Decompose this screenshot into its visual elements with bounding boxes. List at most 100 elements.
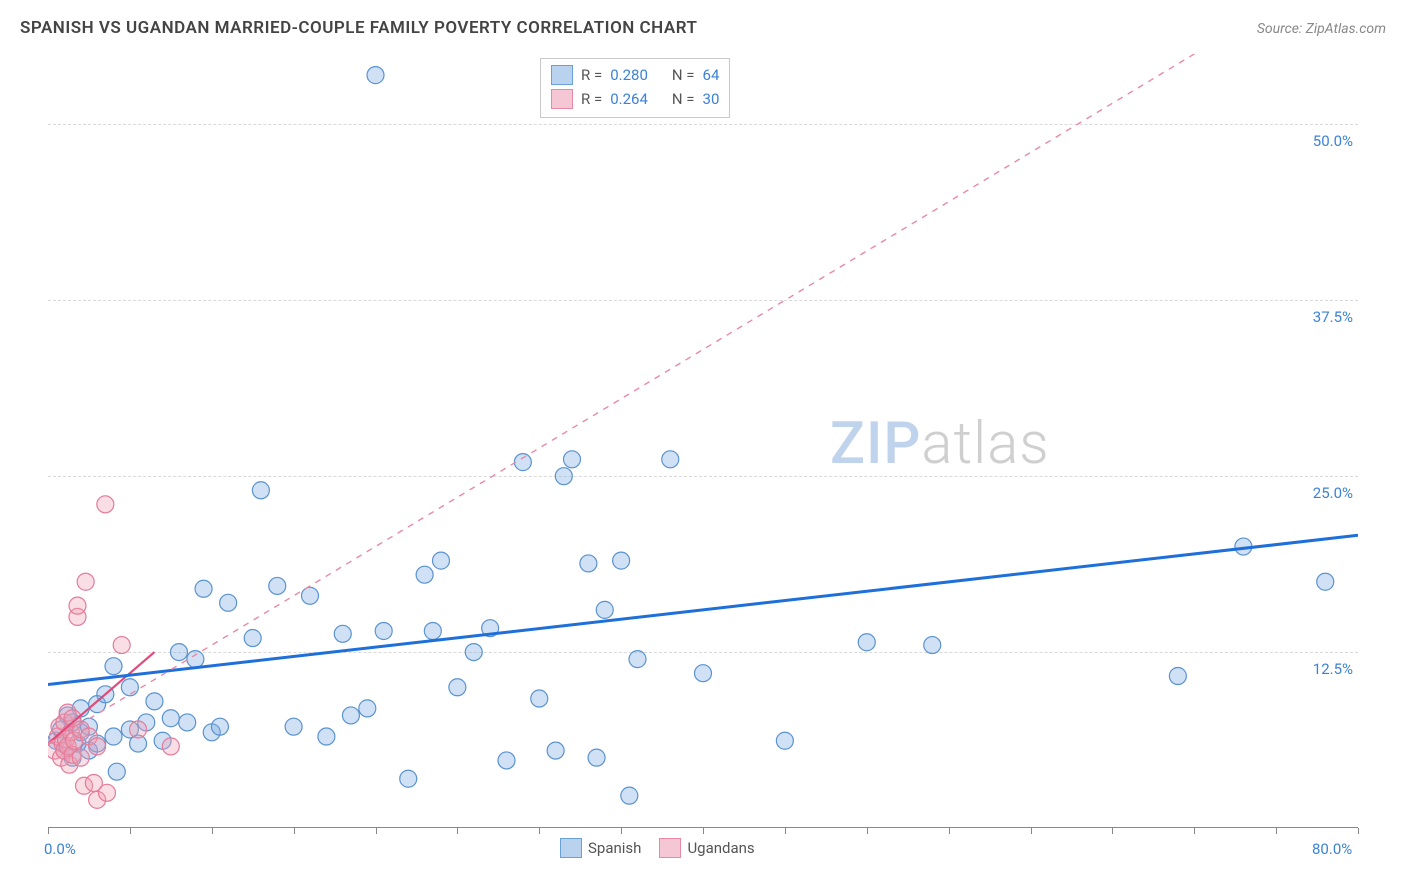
scatter-point: [121, 679, 138, 696]
x-tick: [457, 828, 458, 834]
x-tick: [785, 828, 786, 834]
scatter-point: [179, 714, 196, 731]
legend-r-label: R =: [581, 66, 602, 84]
x-min-label: 0.0%: [44, 840, 76, 858]
scatter-point: [162, 738, 179, 755]
scatter-point: [302, 587, 319, 604]
scatter-point: [98, 784, 115, 801]
legend-swatch: [560, 838, 582, 858]
source: Source: ZipAtlas.com: [1257, 18, 1386, 37]
scatter-point: [285, 718, 302, 735]
chart-title: SPANISH VS UGANDAN MARRIED-COUPLE FAMILY…: [20, 18, 697, 38]
scatter-point: [1317, 573, 1334, 590]
legend-swatch: [659, 838, 681, 858]
scatter-point: [629, 651, 646, 668]
scatter-point: [433, 552, 450, 569]
scatter-point: [72, 749, 89, 766]
x-tick: [1112, 828, 1113, 834]
source-label: Source:: [1257, 21, 1306, 37]
scatter-point: [334, 625, 351, 642]
x-tick: [621, 828, 622, 834]
scatter-svg: [48, 54, 1358, 828]
x-tick: [703, 828, 704, 834]
scatter-point: [555, 468, 572, 485]
scatter-point: [400, 770, 417, 787]
legend-row: R = 0.264 N = 30: [551, 87, 719, 111]
legend-r-value: 0.280: [610, 66, 648, 84]
legend-n-label: N =: [672, 90, 695, 108]
scatter-point: [130, 721, 147, 738]
scatter-point: [596, 601, 613, 618]
legend-n-value: 64: [703, 66, 720, 84]
scatter-point: [424, 622, 441, 639]
scatter-point: [187, 651, 204, 668]
plot-area: 12.5%25.0%37.5%50.0%: [48, 54, 1358, 828]
scatter-point: [367, 67, 384, 84]
scatter-point: [162, 710, 179, 727]
scatter-point: [108, 763, 125, 780]
x-tick: [539, 828, 540, 834]
x-tick: [376, 828, 377, 834]
scatter-point: [97, 496, 114, 513]
scatter-point: [244, 630, 261, 647]
legend-series-name: Ugandans: [687, 839, 754, 857]
scatter-point: [89, 738, 106, 755]
x-tick: [212, 828, 213, 834]
scatter-point: [269, 577, 286, 594]
scatter-point: [252, 482, 269, 499]
x-tick: [1031, 828, 1032, 834]
scatter-point: [547, 742, 564, 759]
source-name: ZipAtlas.com: [1306, 21, 1386, 37]
scatter-point: [359, 700, 376, 717]
x-tick: [130, 828, 131, 834]
legend-swatch: [551, 89, 573, 109]
legend-n-label: N =: [672, 66, 695, 84]
legend-series-item: Spanish: [560, 838, 641, 858]
legend-series-name: Spanish: [588, 839, 641, 857]
scatter-point: [924, 637, 941, 654]
scatter-point: [564, 451, 581, 468]
scatter-point: [77, 573, 94, 590]
x-tick: [1276, 828, 1277, 834]
scatter-point: [662, 451, 679, 468]
scatter-point: [195, 580, 212, 597]
scatter-point: [318, 728, 335, 745]
scatter-point: [858, 634, 875, 651]
x-tick: [294, 828, 295, 834]
x-tick: [48, 828, 49, 834]
scatter-point: [416, 566, 433, 583]
scatter-point: [695, 665, 712, 682]
scatter-point: [580, 555, 597, 572]
legend-r-value: 0.264: [610, 90, 648, 108]
scatter-point: [105, 728, 122, 745]
scatter-point: [211, 718, 228, 735]
scatter-point: [621, 787, 638, 804]
scatter-point: [1169, 668, 1186, 685]
scatter-point: [776, 732, 793, 749]
scatter-point: [220, 594, 237, 611]
legend-r-label: R =: [581, 90, 602, 108]
legend-swatch: [551, 65, 573, 85]
legend-n-value: 30: [703, 90, 720, 108]
scatter-point: [531, 690, 548, 707]
scatter-point: [449, 679, 466, 696]
x-tick: [949, 828, 950, 834]
scatter-point: [498, 752, 515, 769]
scatter-point: [171, 644, 188, 661]
scatter-point: [105, 658, 122, 675]
trendline: [48, 535, 1358, 684]
scatter-point: [69, 597, 86, 614]
scatter-point: [588, 749, 605, 766]
x-max-label: 80.0%: [1312, 840, 1352, 858]
scatter-point: [514, 454, 531, 471]
legend-series-item: Ugandans: [659, 838, 754, 858]
scatter-point: [465, 644, 482, 661]
x-tick: [1194, 828, 1195, 834]
legend-correlation: R = 0.280 N = 64 R = 0.264 N = 30: [540, 58, 730, 118]
scatter-point: [113, 637, 130, 654]
scatter-point: [375, 622, 392, 639]
scatter-point: [342, 707, 359, 724]
legend-row: R = 0.280 N = 64: [551, 63, 719, 87]
x-tick: [1358, 828, 1359, 834]
legend-series: Spanish Ugandans: [560, 838, 755, 858]
